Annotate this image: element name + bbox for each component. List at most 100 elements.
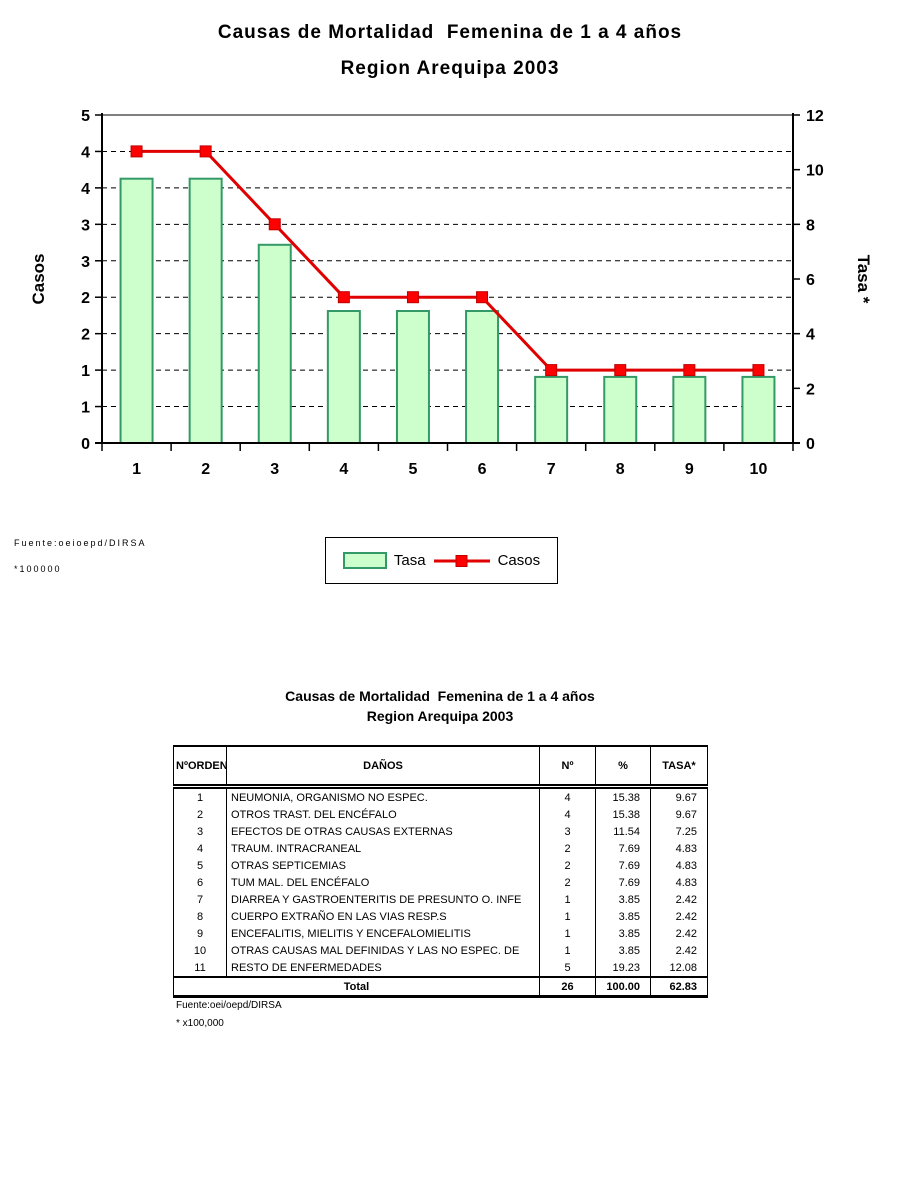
- cell-orden: 6: [173, 874, 227, 891]
- cell-n: 1: [539, 891, 596, 908]
- line-marker: [268, 218, 281, 231]
- right-axis-title: Tasa *: [854, 255, 873, 304]
- cell-orden: 3: [173, 823, 227, 840]
- table-total-row: Total 26 100.00 62.83: [173, 976, 708, 997]
- x-axis-ticks: 1 2 3 4 5 6 7 8 9 10: [101, 443, 794, 478]
- cell-pct: 15.38: [595, 786, 651, 806]
- mortality-data-table: NºORDEN DAÑOS Nº % TASA* 1 NEUMONIA, ORGA…: [173, 745, 708, 998]
- chart-source-note: Fuente:oeioepd/DIRSA: [14, 538, 147, 548]
- cell-orden: 10: [173, 942, 227, 959]
- table-row: 7 DIARREA Y GASTROENTERITIS DE PRESUNTO O…: [173, 891, 708, 908]
- cell-n: 4: [539, 786, 596, 806]
- cell-n: 2: [539, 874, 596, 891]
- x-tick-label: 9: [685, 461, 694, 478]
- cell-pct: 3.85: [595, 925, 651, 942]
- total-pct: 100.00: [595, 976, 651, 997]
- col-header-pct: %: [595, 745, 651, 789]
- right-tick-label: 0: [806, 436, 815, 453]
- left-tick-label: 3: [81, 217, 90, 234]
- x-tick-label: 7: [547, 461, 556, 478]
- cell-pct: 3.85: [595, 942, 651, 959]
- cell-orden: 5: [173, 857, 227, 874]
- left-tick-label: 2: [81, 290, 90, 307]
- table-row: 1 NEUMONIA, ORGANISMO NO ESPEC. 4 15.38 9.67: [173, 786, 708, 806]
- left-tick-label: 2: [81, 327, 90, 344]
- cell-orden: 7: [173, 891, 227, 908]
- cell-pct: 3.85: [595, 908, 651, 925]
- line-marker: [683, 364, 696, 377]
- total-n: 26: [539, 976, 596, 997]
- cell-danos: TUM MAL. DEL ENCÉFALO: [226, 874, 540, 891]
- cell-tasa: 9.67: [650, 806, 708, 823]
- casos-legend-marker: [433, 554, 490, 567]
- bar: [257, 243, 292, 444]
- cell-orden: 1: [173, 786, 227, 806]
- cell-danos: OTROS TRAST. DEL ENCÉFALO: [226, 806, 540, 823]
- chart-rate-note: *100000: [14, 564, 62, 574]
- cell-tasa: 2.42: [650, 891, 708, 908]
- bar: [395, 310, 430, 444]
- cell-pct: 15.38: [595, 806, 651, 823]
- cell-orden: 8: [173, 908, 227, 925]
- cell-n: 2: [539, 840, 596, 857]
- table-row: 4 TRAUM. INTRACRANEAL 2 7.69 4.83: [173, 840, 708, 857]
- table-header-row: NºORDEN DAÑOS Nº % TASA*: [173, 745, 708, 789]
- cell-danos: OTRAS CAUSAS MAL DEFINIDAS Y LAS NO ESPE…: [226, 942, 540, 959]
- right-tick-label: 4: [806, 327, 815, 344]
- cell-pct: 7.69: [595, 840, 651, 857]
- cell-danos: EFECTOS DE OTRAS CAUSAS EXTERNAS: [226, 823, 540, 840]
- right-tick-label: 6: [806, 272, 815, 289]
- table-row: 3 EFECTOS DE OTRAS CAUSAS EXTERNAS 3 11.54 7…: [173, 823, 708, 840]
- bar: [326, 310, 361, 444]
- cell-tasa: 4.83: [650, 840, 708, 857]
- bar: [672, 375, 707, 444]
- x-tick-label: 2: [201, 461, 210, 478]
- right-tick-label: 10: [806, 163, 824, 180]
- cell-pct: 11.54: [595, 823, 651, 840]
- bar: [603, 375, 638, 444]
- cell-orden: 4: [173, 840, 227, 857]
- table-row: 8 CUERPO EXTRAÑO EN LAS VIAS RESP.S 1 3.85 2…: [173, 908, 708, 925]
- cell-danos: TRAUM. INTRACRANEAL: [226, 840, 540, 857]
- right-tick-label: 8: [806, 217, 815, 234]
- tasa-legend-label: Tasa: [393, 552, 426, 569]
- cell-danos: CUERPO EXTRAÑO EN LAS VIAS RESP.S: [226, 908, 540, 925]
- casos-legend-label: Casos: [497, 552, 541, 569]
- cell-n: 5: [539, 959, 596, 977]
- cell-pct: 19.23: [595, 959, 651, 977]
- cell-orden: 9: [173, 925, 227, 942]
- x-tick-label: 4: [339, 461, 348, 478]
- col-header-danos: DAÑOS: [226, 745, 540, 789]
- line-marker: [337, 291, 350, 304]
- table-subtitle: Region Arequipa 2003: [366, 708, 514, 724]
- table-row: 11 RESTO DE ENFERMEDADES 5 19.23 12.08: [173, 959, 708, 977]
- left-tick-label: 4: [81, 144, 90, 161]
- cell-pct: 3.85: [595, 891, 651, 908]
- cell-orden: 2: [173, 806, 227, 823]
- x-tick-label: 6: [478, 461, 487, 478]
- cell-pct: 7.69: [595, 857, 651, 874]
- table-row: 2 OTROS TRAST. DEL ENCÉFALO 4 15.38 9.67: [173, 806, 708, 823]
- cell-pct: 7.69: [595, 874, 651, 891]
- table-rate-note: * x100,000: [176, 1018, 224, 1029]
- tasa-legend-swatch: [342, 552, 387, 569]
- bar: [741, 375, 776, 444]
- cell-tasa: 4.83: [650, 857, 708, 874]
- cell-danos: DIARREA Y GASTROENTERITIS DE PRESUNTO O.…: [226, 891, 540, 908]
- table-row: 10 OTRAS CAUSAS MAL DEFINIDAS Y LAS NO ES…: [173, 942, 708, 959]
- left-axis-title: Casos: [29, 253, 48, 304]
- bar: [119, 177, 154, 444]
- total-label: Total: [173, 976, 540, 997]
- line-marker: [545, 364, 558, 377]
- bar: [188, 177, 223, 444]
- left-axis-ticks: 0 1 1 2 2 3 3 4 4 5: [81, 108, 102, 453]
- cell-danos: NEUMONIA, ORGANISMO NO ESPEC.: [226, 786, 540, 806]
- bar: [465, 310, 500, 444]
- cell-n: 1: [539, 925, 596, 942]
- cell-tasa: 7.25: [650, 823, 708, 840]
- table-row: 6 TUM MAL. DEL ENCÉFALO 2 7.69 4.83: [173, 874, 708, 891]
- cell-n: 2: [539, 857, 596, 874]
- cell-n: 1: [539, 908, 596, 925]
- col-header-orden: NºORDEN: [173, 745, 228, 789]
